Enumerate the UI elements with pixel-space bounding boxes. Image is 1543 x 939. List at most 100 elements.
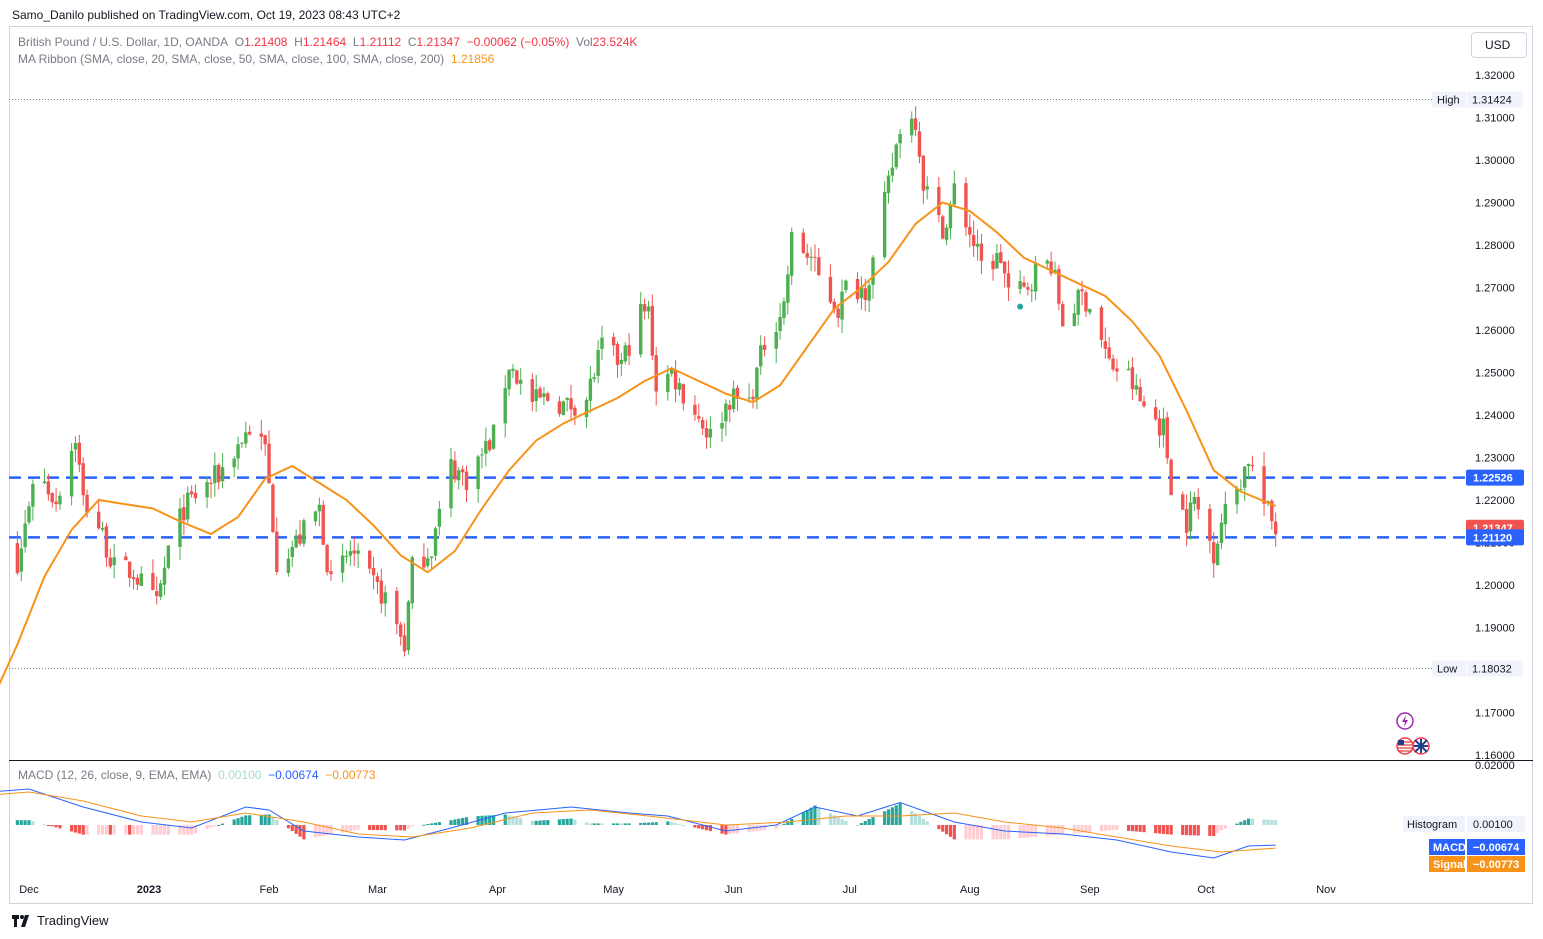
candle-body [453, 460, 457, 480]
candle-body [1219, 522, 1224, 544]
macd-histogram-bar [178, 825, 182, 835]
candle-body [371, 567, 376, 576]
candle-body [1026, 287, 1030, 290]
macd-title[interactable]: MACD (12, 26, close, 9, EMA, EMA) [18, 768, 212, 782]
candle-body [488, 440, 492, 451]
candle-body [964, 183, 968, 228]
candle-body [1215, 543, 1220, 566]
price-tick-label: 1.20000 [1475, 580, 1515, 592]
macd-histogram-bar [1072, 825, 1076, 834]
macd-histogram-bar [1126, 825, 1131, 831]
candle-body [1006, 273, 1011, 288]
candle-body [1196, 496, 1200, 510]
macd-histogram-bar [1192, 825, 1196, 836]
candle-body [886, 175, 891, 194]
macd-histogram-bar [910, 811, 914, 825]
macd-histogram-bar [592, 823, 596, 825]
candle-body [398, 624, 403, 637]
macd-pane [0, 788, 1278, 859]
macd-histogram-bar [1103, 825, 1107, 831]
macd-histogram-bar [240, 816, 244, 825]
candle-body [213, 465, 217, 484]
macd-histogram-bar [1134, 825, 1138, 832]
macd-histogram-bar [561, 819, 565, 825]
candle-body [178, 508, 182, 547]
candle-body [747, 397, 751, 399]
macd-histogram-bar [677, 824, 682, 826]
candle-body [894, 144, 898, 168]
macd-histogram-bar [975, 825, 980, 840]
candle-body [317, 504, 322, 512]
macd-histogram-bar [205, 825, 209, 830]
ohlc-legend[interactable]: British Pound / U.S. Dollar, 1D, OANDA O… [18, 35, 637, 49]
volume-value: 23.524K [592, 35, 638, 49]
macd-histogram-bar [584, 822, 589, 825]
candle-body [271, 484, 275, 532]
candle-body [1084, 292, 1088, 312]
macd-series-value-bg [1467, 856, 1525, 872]
low-label: L [352, 35, 360, 49]
candle-body [817, 257, 821, 276]
macd-histogram-bar [666, 821, 670, 825]
candle-body [302, 520, 306, 544]
candle-body [81, 463, 85, 496]
candle-body [1270, 500, 1274, 522]
price-pane [0, 98, 1470, 686]
macd-histogram-bar [642, 822, 647, 825]
macd-histogram-bar [813, 805, 817, 825]
macd-histogram-bar [162, 825, 167, 835]
candle-body [69, 450, 74, 497]
macd-histogram-bar [623, 823, 627, 825]
macd-histogram-bar [805, 809, 809, 825]
candle-body [1181, 494, 1185, 510]
macd-histogram-bar [1188, 825, 1193, 836]
price-label: 1.21120 [1473, 532, 1512, 544]
macd-histogram-bar [453, 819, 457, 825]
candle-body [244, 432, 248, 444]
macd-histogram-bar [1270, 819, 1274, 825]
time-tick-label: Sep [1080, 884, 1100, 896]
ma-legend[interactable]: MA Ribbon (SMA, close, 20, SMA, close, 5… [18, 52, 494, 66]
macd-histogram-bar [46, 825, 50, 826]
macd-histogram-bar [863, 821, 867, 825]
candle-body [844, 280, 848, 291]
candle-body [151, 573, 155, 591]
macd-histogram-bar [267, 814, 271, 825]
macd-histogram-bar [991, 825, 995, 840]
macd-histogram-bar [840, 819, 844, 825]
candle-body [50, 493, 54, 503]
candle-body [890, 167, 895, 176]
macd-histogram-bar [646, 822, 651, 825]
candle-body [1057, 269, 1061, 304]
high-tag-caption: High [1437, 94, 1460, 106]
macd-histogram-bar [426, 824, 430, 826]
candle-body [669, 369, 674, 374]
candle-body [611, 336, 616, 346]
macd-histogram-bar [569, 818, 573, 825]
macd-series-caption: Histogram [1407, 819, 1457, 831]
candle-body [162, 567, 167, 585]
macd-histogram-bar [964, 825, 968, 840]
candle-body [321, 505, 325, 545]
candle-body [19, 548, 23, 572]
currency-button[interactable]: USD [1471, 32, 1527, 58]
macd-legend[interactable]: MACD (12, 26, close, 9, EMA, EMA) 0.0010… [18, 768, 376, 782]
candle-body [395, 591, 399, 625]
ma-ribbon-label[interactable]: MA Ribbon (SMA, close, 20, SMA, close, 5… [18, 52, 445, 66]
macd-histogram-bar [673, 823, 678, 825]
candle-body [913, 118, 918, 130]
candle-body [627, 345, 631, 356]
macd-histogram-bar [914, 813, 918, 825]
macd-series-caption: MACD [1433, 842, 1466, 854]
symbol-title[interactable]: British Pound / U.S. Dollar, 1D, OANDA [18, 35, 229, 49]
tradingview-brand[interactable]: TradingView [12, 913, 109, 928]
time-tick-label: Nov [1316, 884, 1336, 896]
candle-body [1134, 385, 1138, 390]
candle-body [344, 555, 349, 557]
macd-histogram-bar [612, 823, 616, 825]
candle-body [546, 393, 550, 401]
candle-body [298, 534, 302, 544]
candle-body [1111, 358, 1115, 370]
candle-body [1208, 508, 1212, 541]
